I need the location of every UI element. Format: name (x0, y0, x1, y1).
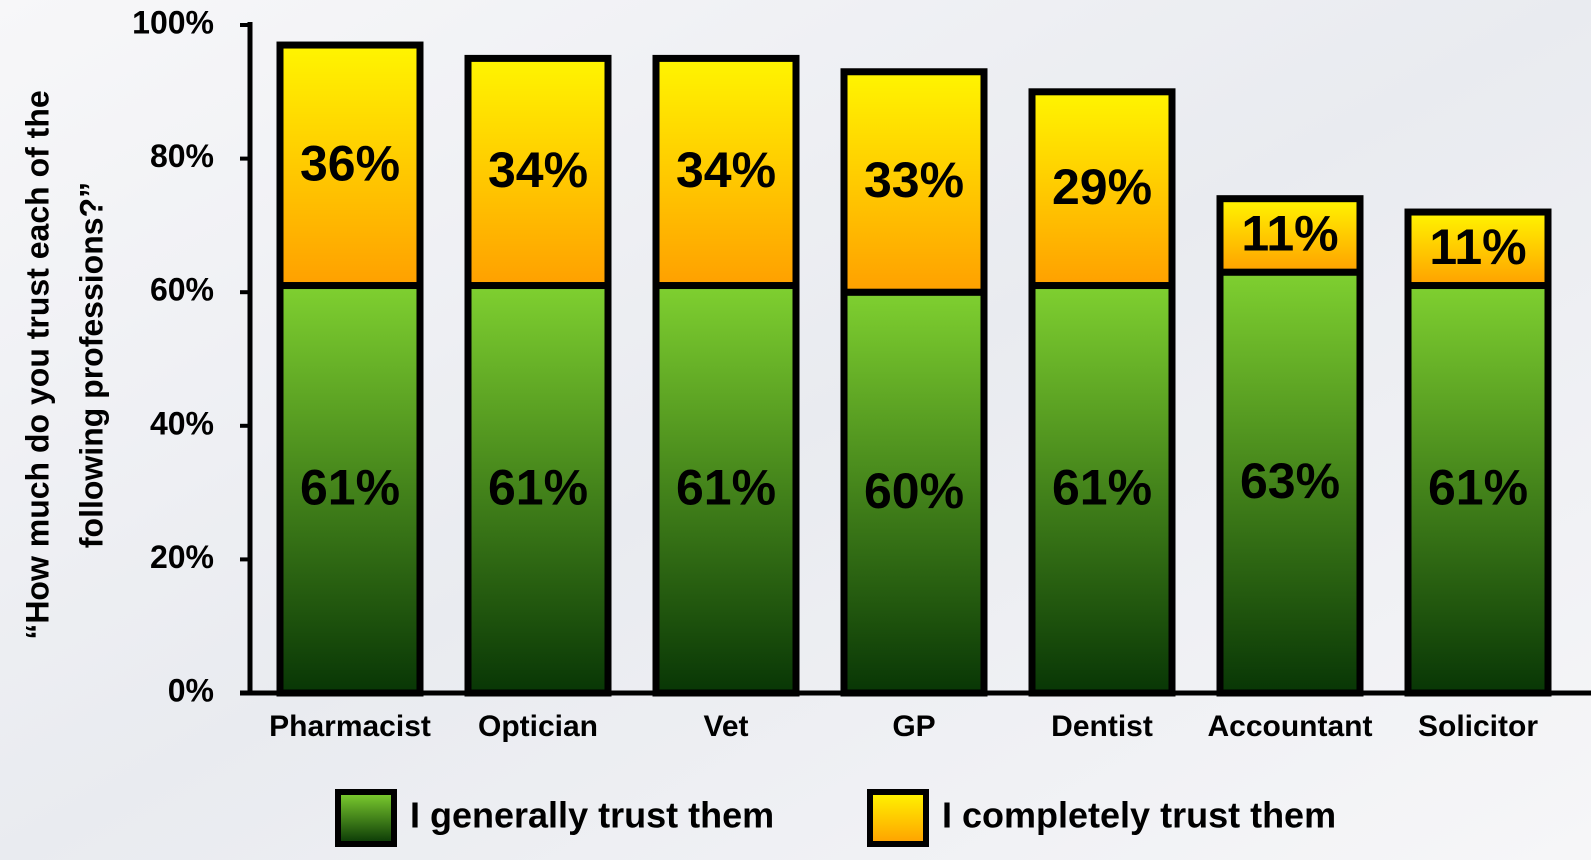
y-tick-label: 100% (132, 4, 214, 40)
bar-segment (652, 54, 800, 290)
value-label: 11% (1241, 206, 1338, 262)
bar-segment (1028, 88, 1176, 290)
value-label: 61% (300, 459, 400, 515)
legend-label: I completely trust them (942, 795, 1336, 836)
value-label: 29% (1052, 159, 1152, 215)
bar-segment (464, 282, 612, 697)
value-label: 61% (676, 459, 776, 515)
value-label: 36% (300, 135, 400, 191)
bar-segment (464, 54, 612, 290)
y-tick-label: 80% (150, 138, 214, 174)
value-label: 61% (1428, 459, 1528, 515)
y-tick-label: 20% (150, 539, 214, 575)
y-tick-label: 40% (150, 405, 214, 441)
x-tick-label: Dentist (1051, 710, 1153, 743)
value-label: 34% (488, 142, 588, 198)
x-tick-label: Vet (703, 710, 748, 743)
bar-segment (276, 282, 424, 697)
bar-segment (1216, 268, 1364, 697)
x-tick-label: Optician (478, 710, 598, 743)
value-label: 60% (864, 463, 964, 519)
bar-segment (840, 68, 988, 296)
bar-segment (1404, 208, 1552, 290)
y-axis-title-line: following professions?” (73, 182, 109, 548)
y-axis-title-line: “How much do you trust each of the (19, 90, 55, 639)
y-tick-label: 0% (168, 672, 214, 708)
value-label: 61% (1052, 459, 1152, 515)
value-label: 34% (676, 142, 776, 198)
value-label: 61% (488, 459, 588, 515)
x-tick-label: Accountant (1208, 710, 1373, 743)
x-tick-label: Solicitor (1418, 710, 1538, 743)
legend-swatch (867, 789, 929, 847)
x-tick-label: Pharmacist (269, 710, 431, 743)
y-axis-title: “How much do you trust each of the follo… (19, 90, 109, 639)
x-tick-label: GP (892, 710, 935, 743)
value-label: 33% (864, 152, 964, 208)
y-tick-label: 60% (150, 272, 214, 308)
bar-segment (1216, 195, 1364, 276)
value-label: 63% (1240, 453, 1340, 509)
legend-swatch (335, 789, 397, 847)
value-label: 11% (1429, 219, 1526, 275)
bar-segment (276, 41, 424, 290)
legend-label: I generally trust them (410, 795, 774, 836)
